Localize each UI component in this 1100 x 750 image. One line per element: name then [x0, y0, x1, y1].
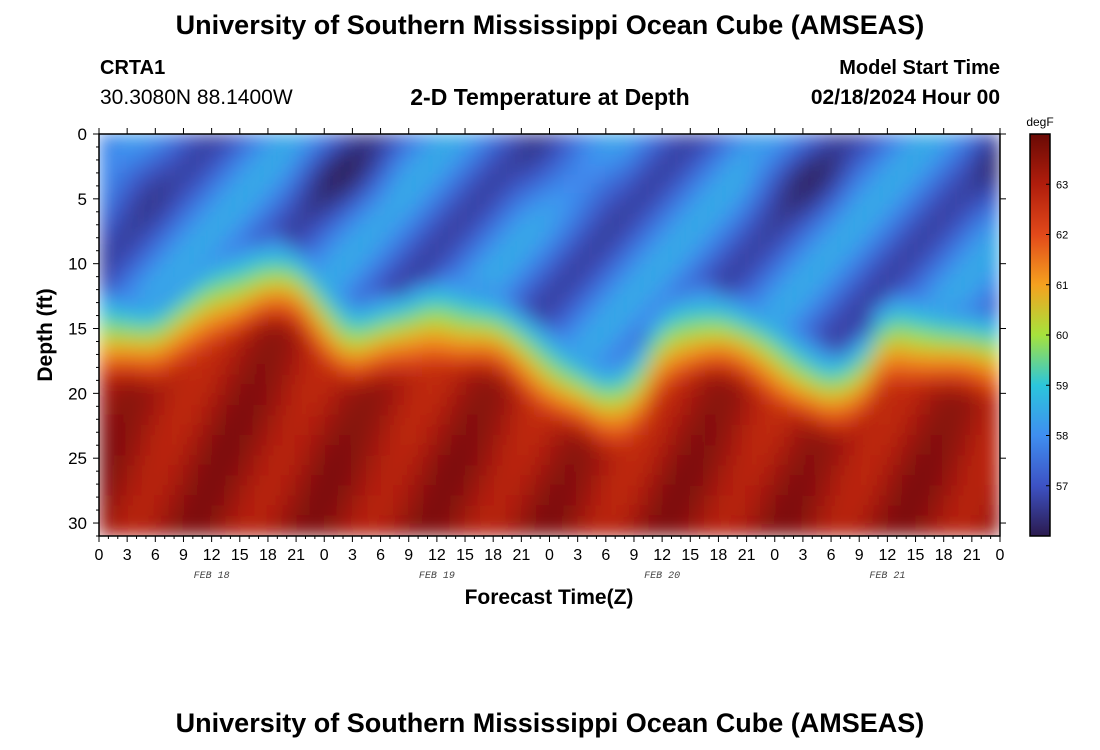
x-tick-label: 12 — [428, 547, 446, 564]
x-tick-label: 9 — [855, 547, 864, 564]
x-tick-label: 0 — [320, 547, 329, 564]
x-tick-label: 6 — [827, 547, 836, 564]
x-tick-label: 3 — [573, 547, 582, 564]
y-tick-label: 30 — [68, 514, 87, 533]
x-tick-label: 12 — [878, 547, 896, 564]
x-tick-label: 6 — [376, 547, 385, 564]
plot-title: 2-D Temperature at Depth — [410, 84, 690, 110]
date-label: FEB 21 — [869, 571, 905, 582]
heatmap-area — [99, 134, 1000, 536]
colorbar-tick-label: 59 — [1056, 380, 1068, 392]
footer-title: University of Southern Mississippi Ocean… — [175, 708, 925, 738]
x-tick-label: 3 — [348, 547, 357, 564]
x-tick-label: 21 — [512, 547, 530, 564]
x-tick-label: 21 — [287, 547, 305, 564]
x-tick-label: 18 — [484, 547, 502, 564]
x-tick-label: 15 — [231, 547, 249, 564]
y-tick-label: 5 — [78, 190, 87, 209]
x-tick-label: 3 — [123, 547, 132, 564]
x-tick-label: 9 — [179, 547, 188, 564]
colorbar-unit: degF — [1026, 115, 1053, 129]
colorbar-tick-label: 61 — [1056, 280, 1068, 292]
y-tick-label: 15 — [68, 320, 87, 339]
page-title: University of Southern Mississippi Ocean… — [175, 10, 925, 40]
x-tick-label: 21 — [738, 547, 756, 564]
colorbar-tick-label: 63 — [1056, 179, 1068, 191]
x-tick-label: 3 — [798, 547, 807, 564]
x-tick-label: 0 — [545, 547, 554, 564]
x-tick-label: 15 — [681, 547, 699, 564]
chart-axes: 0 3 6 9 12 15 18 21 0 3 6 9 12 15 18 21 0 3 6 9 12 15 18 21 0 3 6 9… — [68, 125, 1006, 582]
x-tick-label: 18 — [935, 547, 953, 564]
x-tick-label: 9 — [630, 547, 639, 564]
station-id: CRTA1 — [100, 57, 166, 79]
colorbar-tick-label: 57 — [1056, 481, 1068, 493]
x-tick-label: 0 — [770, 547, 779, 564]
colorbar-tick-label: 60 — [1056, 330, 1068, 342]
colorbar-tick-label: 62 — [1056, 230, 1068, 242]
x-tick-label: 15 — [456, 547, 474, 564]
model-start-value: 02/18/2024 Hour 00 — [810, 86, 1000, 109]
y-tick-label: 20 — [68, 384, 87, 403]
model-start-label: Model Start Time — [839, 57, 1000, 79]
x-tick-label: 12 — [203, 547, 221, 564]
x-axis-label: Forecast Time(Z) — [465, 586, 634, 609]
x-tick-label: 6 — [601, 547, 610, 564]
x-tick-label: 15 — [907, 547, 925, 564]
date-label: FEB 20 — [644, 571, 680, 582]
date-label: FEB 18 — [194, 571, 230, 582]
colorbar: degF 57 58 59 60 61 62 63 — [1026, 115, 1068, 537]
date-label: FEB 19 — [419, 571, 455, 582]
x-tick-label: 9 — [404, 547, 413, 564]
x-tick-label: 18 — [259, 547, 277, 564]
y-tick-label: 25 — [68, 449, 87, 468]
x-tick-label: 21 — [963, 547, 981, 564]
x-tick-label: 12 — [653, 547, 671, 564]
y-tick-label: 0 — [78, 125, 87, 144]
x-tick-label: 6 — [151, 547, 160, 564]
x-tick-label: 18 — [710, 547, 728, 564]
y-tick-label: 10 — [68, 255, 87, 274]
x-tick-label: 0 — [996, 547, 1005, 564]
x-tick-label: 0 — [95, 547, 104, 564]
station-coordinates: 30.3080N 88.1400W — [100, 86, 293, 109]
y-axis-label: Depth (ft) — [34, 288, 57, 381]
colorbar-tick-label: 58 — [1056, 431, 1068, 443]
